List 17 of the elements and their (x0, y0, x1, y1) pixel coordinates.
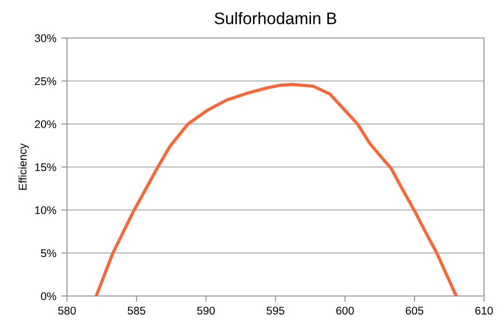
y-tick-label: 20% (34, 120, 56, 128)
x-tick-label: 605 (406, 306, 424, 315)
y-tick-label: 0% (40, 292, 56, 300)
x-tick-label: 580 (58, 306, 76, 315)
y-tick-label: 15% (35, 163, 56, 172)
y-tick-label: 5% (40, 249, 56, 258)
x-tick-label: 585 (128, 306, 146, 315)
y-tick-label: 10% (35, 206, 56, 214)
x-tick-label: 600 (336, 306, 354, 315)
chart-title: Sulforhodamin B (214, 12, 336, 24)
line-series (94, 82, 458, 296)
x-tick-label: 590 (197, 306, 215, 315)
x-tick-label: 595 (266, 306, 284, 315)
y-tick-label: 25% (34, 77, 56, 86)
y-axis-title: Efficiency (18, 143, 29, 190)
x-tick-label: 610 (475, 306, 493, 315)
y-tick-label: 30% (34, 34, 56, 42)
